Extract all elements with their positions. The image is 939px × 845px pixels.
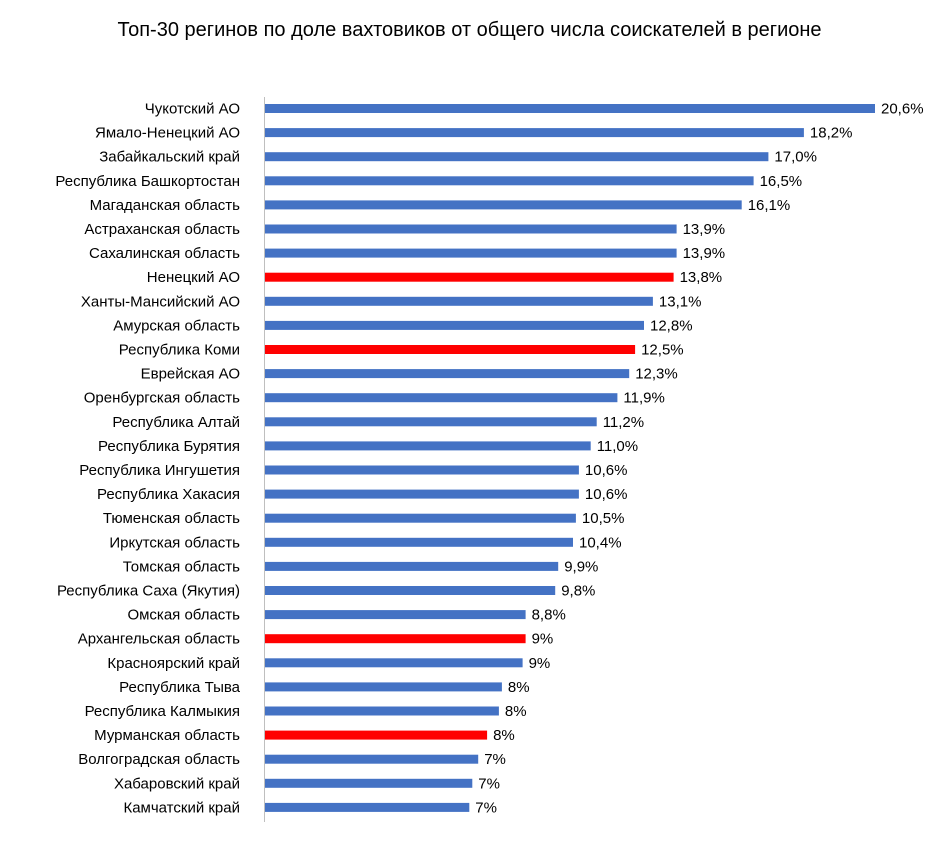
category-label: Ханты-Мансийский АО (81, 293, 240, 310)
data-label: 9,8% (561, 583, 595, 600)
category-label: Омская область (127, 607, 240, 624)
category-label: Сахалинская область (89, 245, 240, 262)
bar (265, 417, 597, 427)
category-label: Амурская область (113, 317, 240, 334)
category-label: Хабаровский край (114, 775, 240, 792)
category-label: Республика Саха (Якутия) (57, 583, 240, 600)
category-label: Республика Тыва (119, 679, 241, 696)
data-label: 12,3% (635, 366, 678, 383)
bar (265, 465, 579, 475)
category-label: Республика Коми (119, 342, 240, 359)
data-label: 11,0% (597, 438, 638, 455)
bar (265, 586, 556, 595)
category-label: Республика Ингушетия (79, 462, 240, 479)
data-label: 8% (508, 679, 530, 696)
bar (265, 441, 591, 451)
data-label: 10,6% (585, 462, 628, 479)
data-label: 13,1% (659, 293, 702, 310)
bar (265, 658, 523, 668)
data-label: 8% (505, 703, 527, 720)
bar (265, 248, 677, 258)
data-label: 12,5% (641, 342, 684, 359)
data-label: 9% (532, 631, 554, 648)
category-label: Томская область (123, 558, 240, 575)
chart-title: Топ-30 регинов по доле вахтовиков от общ… (0, 16, 939, 44)
bar (265, 778, 473, 788)
data-label: 10,5% (582, 510, 625, 527)
category-label: Чукотский АО (145, 101, 240, 118)
data-label: 13,8% (680, 269, 723, 286)
category-label: Тюменская область (103, 510, 240, 527)
data-labels: 20,6% 18,2% 17,0% 16,5% 16,1% 13,9% 13,9% 13,8%… (475, 101, 923, 817)
category-tick-labels: Чукотский АО Ямало-Ненецкий АО Забайкальск… (55, 101, 240, 817)
bar (265, 296, 653, 306)
bar (265, 537, 573, 547)
data-label: 13,9% (683, 221, 726, 238)
data-label: 8,8% (532, 607, 566, 624)
bar (265, 634, 526, 644)
category-label: Волгоградская область (78, 751, 240, 768)
bar (265, 128, 804, 138)
category-label: Иркутская область (109, 534, 240, 551)
bar (265, 200, 742, 210)
bar (265, 513, 576, 523)
bar (265, 369, 630, 379)
category-label: Республика Алтай (112, 414, 240, 431)
bar (265, 152, 769, 162)
bar (265, 754, 479, 764)
bar (265, 272, 674, 282)
category-label: Республика Калмыкия (85, 703, 240, 720)
category-label: Мурманская область (94, 727, 240, 744)
data-label: 18,2% (810, 125, 853, 142)
bar (265, 682, 502, 692)
data-label: 7% (475, 799, 497, 816)
bar (265, 176, 754, 186)
data-label: 7% (484, 751, 506, 768)
category-label: Еврейская АО (141, 366, 240, 383)
category-label: Красноярский край (107, 655, 240, 672)
category-label: Ненецкий АО (147, 269, 240, 286)
category-label: Оренбургская область (84, 390, 240, 407)
data-label: 8% (493, 727, 515, 744)
bar (265, 706, 499, 716)
data-label: 7% (478, 775, 500, 792)
category-label: Астраханская область (84, 221, 240, 238)
category-label: Забайкальский край (99, 149, 240, 166)
category-label: Республика Бурятия (98, 438, 240, 455)
bar (265, 224, 677, 234)
data-label: 16,1% (748, 197, 791, 214)
bar (265, 393, 618, 403)
data-label: 17,0% (774, 149, 817, 166)
data-label: 12,8% (650, 317, 693, 334)
data-label: 11,9% (623, 390, 664, 407)
bar (265, 489, 579, 499)
bar (265, 320, 644, 330)
bar (265, 345, 636, 354)
category-label: Магаданская область (90, 197, 241, 214)
bar-series (265, 104, 875, 812)
bar (265, 802, 470, 812)
category-label: Архангельская область (78, 631, 240, 648)
chart-title-text: Топ-30 регинов по доле вахтовиков от общ… (117, 19, 822, 41)
bar (265, 610, 526, 620)
data-label: 10,4% (579, 534, 622, 551)
data-label: 9,9% (564, 558, 598, 575)
data-label: 20,6% (881, 101, 924, 118)
bar (265, 561, 559, 571)
data-label: 10,6% (585, 486, 628, 503)
category-label: Ямало-Ненецкий АО (95, 125, 240, 142)
data-label: 11,2% (603, 414, 644, 431)
category-label: Камчатский край (123, 799, 240, 816)
data-label: 13,9% (683, 245, 726, 262)
bar (265, 104, 875, 113)
data-label: 16,5% (760, 173, 803, 190)
category-label: Республика Башкортостан (55, 173, 240, 190)
bar (265, 730, 488, 740)
category-label: Республика Хакасия (97, 486, 240, 503)
data-label: 9% (529, 655, 551, 672)
